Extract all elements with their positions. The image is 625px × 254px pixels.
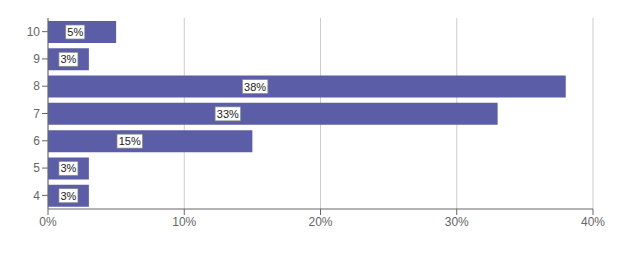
svg-text:10%: 10% (172, 215, 196, 229)
svg-text:3%: 3% (60, 53, 76, 65)
svg-text:4: 4 (33, 189, 40, 203)
svg-text:6: 6 (33, 134, 40, 148)
svg-text:40%: 40% (581, 215, 605, 229)
svg-text:5%: 5% (67, 26, 83, 38)
svg-text:0%: 0% (39, 215, 57, 229)
svg-text:3%: 3% (60, 190, 76, 202)
svg-text:8: 8 (33, 79, 40, 93)
svg-text:33%: 33% (217, 108, 239, 120)
svg-text:30%: 30% (445, 215, 469, 229)
svg-text:10: 10 (27, 25, 41, 39)
svg-text:5: 5 (33, 161, 40, 175)
svg-text:15%: 15% (119, 135, 141, 147)
svg-text:20%: 20% (308, 215, 332, 229)
svg-text:38%: 38% (244, 81, 266, 93)
svg-text:7: 7 (33, 107, 40, 121)
svg-text:3%: 3% (60, 162, 76, 174)
svg-text:9: 9 (33, 52, 40, 66)
